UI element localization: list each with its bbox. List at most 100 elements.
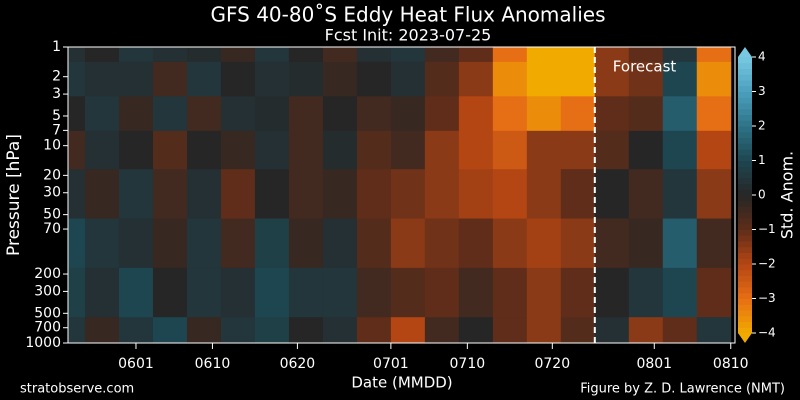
- heat-cell: [118, 130, 154, 170]
- y-tick-label: 300: [34, 283, 61, 299]
- heat-cell: [424, 61, 460, 97]
- heat-cell: [628, 61, 664, 97]
- heat-cell: [356, 96, 392, 132]
- heat-cell: [560, 96, 596, 132]
- colorbar-tick-label: −1: [758, 222, 776, 236]
- heat-cell: [628, 218, 664, 269]
- heat-cell: [220, 47, 256, 63]
- credit-left: stratobserve.com: [20, 382, 134, 397]
- colorbar-segment: [738, 131, 752, 138]
- heat-cell: [288, 267, 324, 318]
- heat-cell: [152, 61, 188, 97]
- heat-cell: [356, 61, 392, 97]
- heat-cell: [696, 61, 732, 97]
- heat-cell: [68, 169, 86, 220]
- heat-cell: [594, 61, 630, 97]
- colorbar-segment: [738, 264, 752, 271]
- colorbar-segment: [738, 315, 752, 322]
- heat-cell: [84, 61, 120, 97]
- y-tick-label: 20: [43, 167, 61, 183]
- colorbar-segment: [738, 62, 752, 69]
- colorbar-segment: [738, 212, 752, 219]
- heat-cell: [322, 61, 358, 97]
- colorbar-segment: [738, 154, 752, 161]
- y-tick-label: 10: [43, 138, 61, 154]
- heat-cell: [68, 267, 86, 318]
- x-tick-label: 0620: [280, 356, 316, 372]
- heat-cell: [458, 169, 494, 220]
- heat-cell: [254, 47, 290, 63]
- heat-cell: [594, 96, 630, 132]
- heat-cell: [560, 267, 596, 318]
- heat-cell: [288, 169, 324, 220]
- heat-cell: [628, 47, 664, 63]
- heat-cell: [628, 96, 664, 132]
- colorbar-tick-label: 3: [758, 84, 766, 98]
- heat-cell: [186, 47, 222, 63]
- heat-cell: [594, 218, 630, 269]
- heat-cell: [662, 61, 698, 97]
- heat-cell: [492, 218, 528, 269]
- heat-cell: [254, 218, 290, 269]
- colorbar-segment: [738, 149, 752, 156]
- heat-cell: [322, 169, 358, 220]
- colorbar-segment: [738, 287, 752, 294]
- heat-cell: [458, 130, 494, 170]
- y-tick-label: 7: [52, 122, 61, 138]
- x-axis-label: Date (MMDD): [351, 374, 452, 392]
- colorbar-segment: [738, 172, 752, 179]
- heat-cell: [492, 317, 528, 343]
- y-tick-label: 50: [43, 207, 61, 223]
- heat-cell: [186, 96, 222, 132]
- heat-cell: [696, 96, 732, 132]
- heat-cell: [458, 47, 494, 63]
- colorbar-label: Std. Anom.: [778, 151, 797, 239]
- heat-cell: [594, 317, 630, 343]
- plot-frame: [67, 46, 736, 344]
- heat-cell: [526, 267, 562, 318]
- heat-cell: [594, 169, 630, 220]
- colorbar-segment: [738, 166, 752, 173]
- heat-cell: [254, 96, 290, 132]
- heat-cell: [186, 317, 222, 343]
- colorbar-segment: [738, 114, 752, 121]
- colorbar-segment: [738, 85, 752, 92]
- heat-cell: [118, 47, 154, 63]
- colorbar-extend-bottom: [738, 333, 752, 343]
- heat-cell: [628, 130, 664, 170]
- heat-cell: [84, 317, 120, 343]
- colorbar-segment: [738, 200, 752, 207]
- colorbar-tick-label: −2: [758, 257, 776, 271]
- heat-cell: [322, 130, 358, 170]
- heat-cell: [322, 96, 358, 132]
- heat-cell: [628, 317, 664, 343]
- heat-cell: [254, 61, 290, 97]
- heat-cell: [424, 218, 460, 269]
- heat-cell: [696, 169, 732, 220]
- colorbar-segment: [738, 281, 752, 288]
- heat-cell: [390, 317, 426, 343]
- colorbar-segment: [738, 304, 752, 311]
- heat-cell: [662, 96, 698, 132]
- heat-cell: [356, 267, 392, 318]
- x-tick-label: 0701: [373, 356, 409, 372]
- heat-cell: [220, 317, 256, 343]
- heat-cell: [186, 169, 222, 220]
- colorbar-segment: [738, 57, 752, 64]
- heat-cell: [68, 130, 86, 170]
- colorbar-segment: [738, 229, 752, 236]
- colorbar-segment: [738, 195, 752, 202]
- colorbar-tick-label: 4: [758, 50, 766, 64]
- heat-cell: [84, 267, 120, 318]
- y-tick-label: 2: [52, 69, 61, 85]
- heat-cell: [458, 317, 494, 343]
- heat-cell: [628, 169, 664, 220]
- colorbar-extend-top: [738, 47, 752, 57]
- heat-cell: [424, 169, 460, 220]
- heat-cell: [492, 96, 528, 132]
- colorbar-segment: [738, 120, 752, 127]
- heat-cell: [560, 218, 596, 269]
- heat-cell: [662, 47, 698, 63]
- heat-cell: [458, 267, 494, 318]
